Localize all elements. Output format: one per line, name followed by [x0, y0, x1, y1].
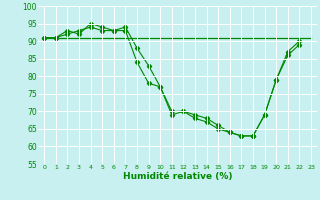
- X-axis label: Humidité relative (%): Humidité relative (%): [123, 172, 232, 181]
